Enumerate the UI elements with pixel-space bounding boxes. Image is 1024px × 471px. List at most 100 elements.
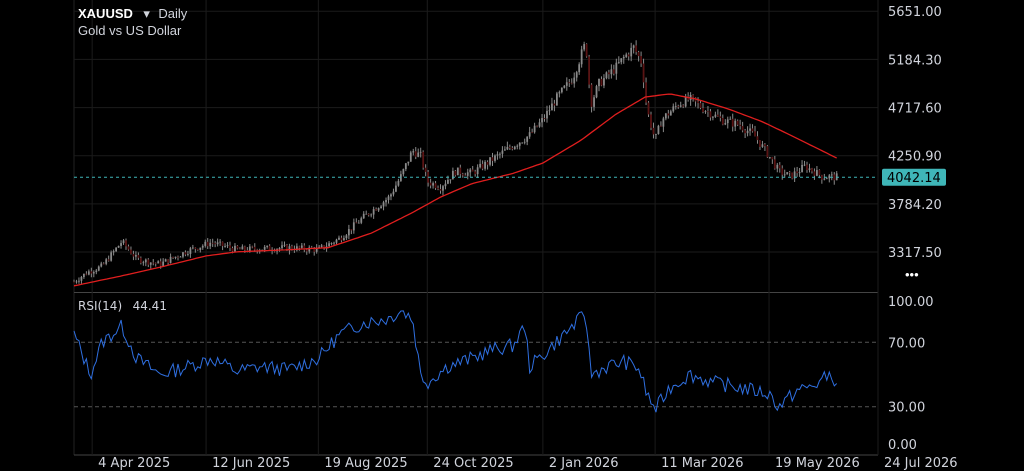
candle-body (231, 248, 234, 252)
date-tick-label: 19 May 2026 (775, 456, 860, 471)
candle (372, 206, 375, 219)
candle (105, 257, 108, 266)
candle-body (625, 54, 628, 57)
candle-body (281, 245, 283, 249)
more-dots-icon[interactable]: ••• (905, 267, 919, 282)
candle-body (444, 183, 447, 187)
candle (97, 265, 100, 272)
candle-body (409, 152, 412, 162)
candle (142, 260, 145, 266)
candle (221, 241, 224, 251)
candle-body (692, 94, 694, 98)
candle-body (159, 261, 162, 266)
candle (620, 58, 623, 65)
candle-body (112, 251, 115, 253)
candle (669, 109, 672, 116)
candle-body (583, 44, 586, 50)
candle-body (343, 238, 345, 241)
candle (174, 256, 177, 260)
candle-body (682, 105, 685, 107)
candle (268, 244, 271, 251)
candle-body (793, 171, 796, 179)
candle-body (459, 167, 462, 175)
candle (461, 172, 464, 178)
candle (541, 113, 543, 128)
candle-body (236, 245, 239, 249)
candle (439, 184, 442, 194)
candle (417, 148, 420, 158)
candle-body (335, 239, 338, 243)
candle (724, 119, 727, 126)
candle (704, 110, 707, 114)
candle-body (508, 146, 511, 148)
candle (506, 141, 509, 151)
candle (489, 157, 491, 167)
candle (100, 261, 103, 268)
candle-body (801, 164, 803, 173)
candle (672, 103, 675, 113)
candle-body (278, 248, 281, 250)
candle (640, 51, 642, 67)
candle-body (818, 170, 821, 176)
candle (214, 241, 217, 248)
candle (555, 91, 558, 106)
candle (503, 146, 506, 151)
candle-body (813, 171, 816, 176)
candle (219, 239, 222, 246)
candle-body (295, 246, 298, 251)
candle-body (751, 128, 754, 132)
candle (414, 147, 417, 160)
candle-body (756, 136, 759, 141)
candle-body (263, 246, 266, 250)
candle-body (503, 149, 506, 151)
candle (184, 250, 187, 257)
candle-body (588, 56, 590, 85)
price-tick-label: 4250.90 (888, 150, 942, 165)
candle-body (338, 237, 340, 240)
candle (568, 78, 571, 87)
candle-body (786, 172, 789, 175)
candle (432, 181, 434, 189)
candle-body (551, 103, 553, 111)
candle-body (454, 170, 457, 176)
candle (645, 77, 647, 106)
candle-body (152, 262, 155, 264)
candle (674, 102, 677, 110)
candle-body (513, 146, 516, 150)
candle (712, 115, 714, 121)
candle-body (754, 131, 756, 137)
candle-body (370, 214, 373, 216)
candle-body (352, 222, 355, 231)
price-axis-ticks: 5651.00 5184.30 4717.60 4250.90 3784.20 3317.… (888, 5, 942, 261)
candle-body (781, 168, 784, 175)
candle-body (684, 96, 687, 107)
candle (578, 62, 581, 75)
candle (466, 168, 469, 180)
candle (677, 104, 680, 109)
candle-body (585, 44, 588, 57)
candle-body (132, 253, 135, 257)
candle (172, 256, 174, 260)
candle-body (724, 123, 727, 125)
candle-body (395, 185, 397, 192)
candle-body (303, 245, 306, 250)
candle-body (501, 150, 504, 154)
candle-body (466, 172, 469, 176)
price-tick-label: 3784.20 (888, 198, 942, 213)
candle (726, 116, 729, 129)
candle (546, 105, 548, 123)
candle (513, 145, 516, 150)
candle-body (174, 256, 177, 258)
candle-body (565, 82, 568, 86)
chart-symbol-title[interactable]: XAUUSD ▾ Daily (78, 5, 188, 22)
candle-body (783, 174, 786, 176)
candle (471, 165, 474, 172)
candle (422, 150, 425, 170)
candle-body (734, 120, 737, 127)
candle-body (726, 119, 729, 124)
candle-body (189, 248, 192, 254)
candle (536, 125, 538, 128)
candle (759, 140, 761, 151)
chevron-down-icon[interactable]: ▾ (143, 6, 150, 21)
candle-body (721, 118, 724, 125)
